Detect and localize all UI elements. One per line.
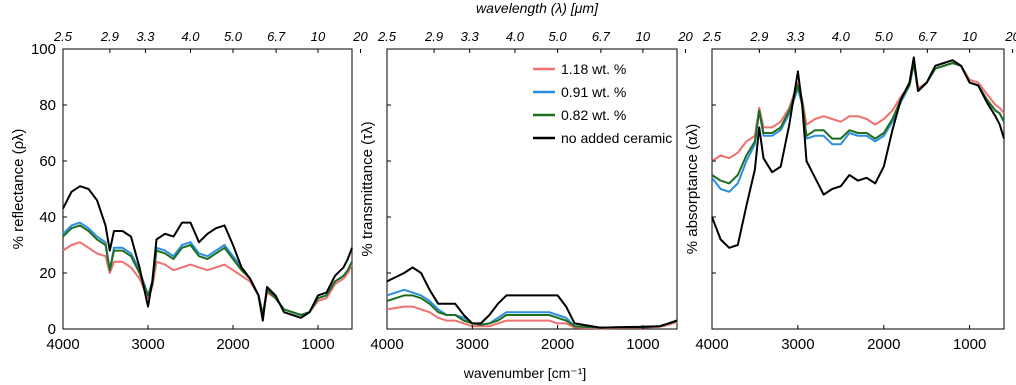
x-tick-label: 3000 <box>456 336 489 353</box>
top-tick-label: 3.3 <box>136 29 155 44</box>
panel-transmittance: 4000 3000 2000 1000 2.5 2.9 3.3 4.0 5.0 6.7 10 20 % … <box>359 29 694 353</box>
panel-absorptance: 4000 3000 2000 1000 2.5 2.9 3.3 4.0 5.0 6.7 10 20 % … <box>684 29 1016 353</box>
top-tick-label: 20 <box>352 29 368 44</box>
legend-label: 0.82 wt. % <box>561 107 626 123</box>
top-tick-label: 20 <box>1004 29 1016 44</box>
top-tick-label: 3.3 <box>461 29 480 44</box>
legend: 1.18 wt. % 0.91 wt. % 0.82 wt. % no added c… <box>533 61 672 146</box>
panel-reflectance: 4000 3000 2000 1000 2.5 2.9 3.3 4.0 5.0 6.7 10 20 0 2… <box>10 29 368 353</box>
top-tick-label: 6.7 <box>918 29 937 44</box>
series-line-0-91-wt <box>62 221 353 316</box>
top-tick-label: 4.0 <box>832 29 851 44</box>
series-line-no-added-ceramic <box>711 56 1005 249</box>
x-tick-label: 3000 <box>781 336 814 353</box>
x-tick-label: 1000 <box>953 336 986 353</box>
top-tick-label: 6.7 <box>592 29 611 44</box>
top-axis-title: wavelength (λ) [μm] <box>476 0 599 16</box>
top-tick-label: 2.9 <box>100 29 119 44</box>
top-tick-label: 2.9 <box>749 29 768 44</box>
bottom-axis-title: wavenumber [cm⁻¹] <box>463 365 587 381</box>
top-tick-label: 5.0 <box>875 29 894 44</box>
y-axis-label: % absorptance (αλ) <box>684 124 701 254</box>
x-tick-label: 2000 <box>541 336 574 353</box>
top-tick-label: 4.0 <box>506 29 525 44</box>
axes-frame <box>711 48 1005 330</box>
x-tick-label: 4000 <box>370 336 403 353</box>
legend-label: 1.18 wt. % <box>561 61 626 77</box>
top-tick-label: 10 <box>311 29 326 44</box>
x-tick-label: 2000 <box>216 336 249 353</box>
x-tick-label: 3000 <box>131 336 164 353</box>
y-tick-label: 40 <box>39 209 56 226</box>
series-line-1-18-wt <box>386 305 678 330</box>
top-tick-label: 20 <box>677 29 693 44</box>
top-tick-label: 6.7 <box>267 29 286 44</box>
y-tick-label: 0 <box>48 321 56 338</box>
x-tick-label: 4000 <box>46 336 79 353</box>
top-tick-label: 2.5 <box>702 29 722 44</box>
top-tick-label: 4.0 <box>181 29 200 44</box>
x-tick-label: 4000 <box>695 336 728 353</box>
axes-frame <box>386 48 678 330</box>
series-line-1-18-wt <box>711 62 1005 162</box>
top-tick-label: 2.9 <box>424 29 443 44</box>
y-tick-label: 20 <box>39 265 56 282</box>
top-tick-label: 3.3 <box>786 29 805 44</box>
top-tick-label: 2.5 <box>377 29 397 44</box>
series-line-no-added-ceramic <box>386 266 678 329</box>
y-axis-label: % transmittance (τλ) <box>359 121 376 256</box>
x-tick-label: 2000 <box>867 336 900 353</box>
y-tick-label: 60 <box>39 153 56 170</box>
x-tick-label: 1000 <box>301 336 334 353</box>
legend-label: no added ceramic <box>561 130 672 146</box>
x-tick-label: 1000 <box>626 336 659 353</box>
top-tick-label: 10 <box>636 29 651 44</box>
top-tick-label: 10 <box>962 29 977 44</box>
y-tick-label: 80 <box>39 97 56 114</box>
top-tick-label: 2.5 <box>53 29 73 44</box>
legend-label: 0.91 wt. % <box>561 84 626 100</box>
top-tick-label: 5.0 <box>224 29 243 44</box>
top-tick-label: 5.0 <box>549 29 568 44</box>
axes-frame <box>62 48 353 330</box>
y-axis-label: % reflectance (ρλ) <box>10 129 27 250</box>
y-tick-label: 100 <box>31 41 56 58</box>
series-line-no-added-ceramic <box>62 185 353 322</box>
